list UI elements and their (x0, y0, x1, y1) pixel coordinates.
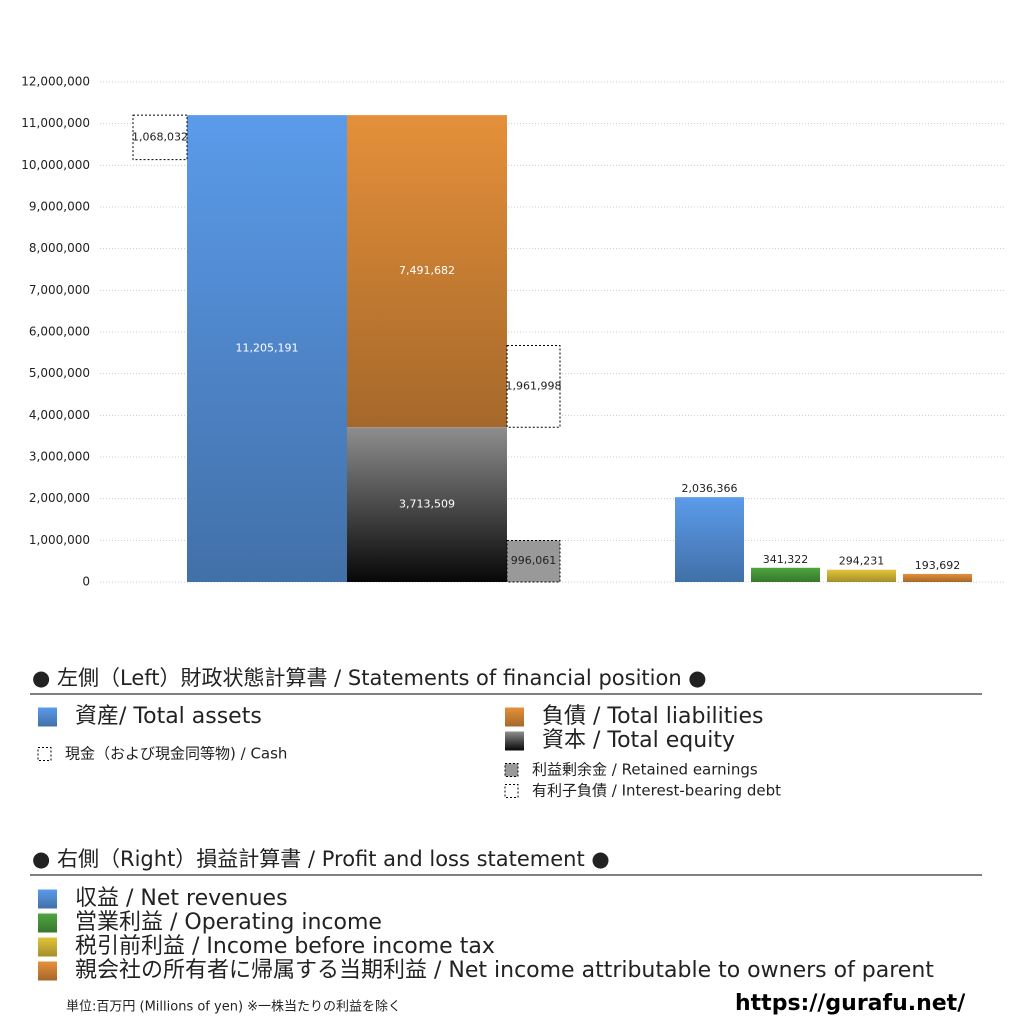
bar (827, 569, 896, 582)
y-tick-label: 1,000,000 (29, 533, 90, 547)
y-tick-label: 3,000,000 (29, 450, 90, 464)
legend-swatch (38, 961, 57, 981)
legend-swatch (504, 784, 519, 798)
legend-label: 現金（および現金同等物) / Cash (65, 745, 287, 763)
legend-swatch (37, 747, 52, 761)
value-label: 11,205,191 (236, 342, 299, 355)
unit-note: 単位:百万円 (Millions of yen) ※一株当たりの利益を除く (66, 999, 401, 1015)
legend-label: 収益 / Net revenues (75, 886, 288, 911)
bar (751, 567, 820, 582)
y-tick-label: 10,000,000 (21, 158, 90, 172)
bar (347, 115, 507, 428)
bar (675, 497, 744, 582)
value-label: 294,231 (839, 555, 885, 568)
legend-swatch (38, 937, 57, 957)
y-tick-label: 0 (82, 575, 90, 589)
legend-swatch (504, 763, 519, 777)
y-tick-label: 6,000,000 (29, 325, 90, 339)
legend-label: 利益剰余金 / Retained earnings (532, 761, 758, 779)
bar (187, 115, 347, 583)
section-title: ● 右側（Right）損益計算書 / Profit and loss state… (32, 847, 610, 871)
y-tick-label: 12,000,000 (21, 75, 90, 89)
y-tick-label: 4,000,000 (29, 408, 90, 422)
value-label: 2,036,366 (682, 482, 738, 495)
bar (132, 114, 188, 161)
legend-label: 税引前利益 / Income before income tax (75, 934, 495, 959)
legend-label: 負債 / Total liabilities (542, 704, 764, 729)
bar (903, 573, 972, 582)
y-tick-label: 5,000,000 (29, 366, 90, 380)
section-title: ● 左側（Left）財政状態計算書 / Statements of financ… (32, 666, 707, 690)
y-tick-label: 7,000,000 (29, 283, 90, 297)
legend-label: 資産/ Total assets (75, 704, 262, 729)
bar (347, 427, 507, 582)
legend-swatch (38, 889, 57, 909)
legend-label: 有利子負債 / Interest-bearing debt (532, 782, 781, 800)
value-label: 1,961,998 (506, 379, 562, 392)
value-label: 1,068,032 (132, 130, 188, 143)
legend-label: 資本 / Total equity (542, 728, 735, 753)
y-tick-label: 11,000,000 (21, 116, 90, 130)
legend-label: 親会社の所有者に帰属する当期利益 / Net income attributab… (75, 958, 934, 983)
legend-label: 営業利益 / Operating income (75, 910, 382, 935)
legend-swatch (38, 913, 57, 933)
value-label: 996,061 (511, 554, 557, 567)
y-tick-label: 2,000,000 (29, 491, 90, 505)
legend-swatch (505, 731, 524, 751)
value-label: 193,692 (915, 559, 961, 572)
y-tick-label: 9,000,000 (29, 200, 90, 214)
y-tick-label: 8,000,000 (29, 241, 90, 255)
bar (506, 345, 561, 428)
bar (506, 539, 561, 583)
value-label: 7,491,682 (399, 264, 455, 277)
value-label: 341,322 (763, 553, 809, 566)
legend-swatch (38, 707, 57, 727)
source-url: https://gurafu.net/ (735, 991, 966, 1016)
legend-swatch (505, 707, 524, 727)
value-label: 3,713,509 (399, 498, 455, 511)
